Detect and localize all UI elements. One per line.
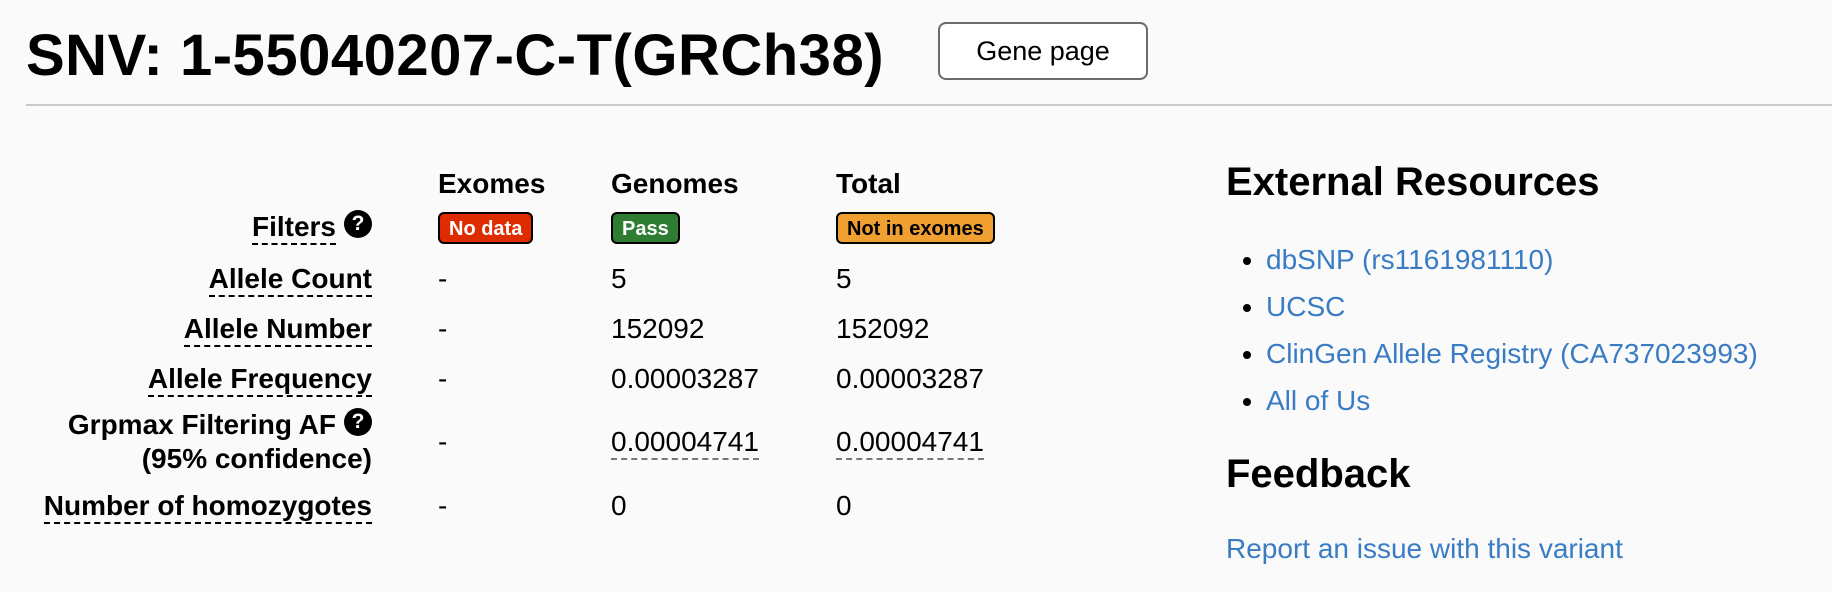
row-label-filters: Filters? <box>251 210 372 245</box>
exomes-allele-frequency: - <box>438 363 448 394</box>
list-item: dbSNP (rs1161981110) <box>1266 240 1758 287</box>
genomes-grpmax-af[interactable]: 0.00004741 <box>611 426 759 460</box>
column-header-exomes: Exomes <box>438 168 546 199</box>
help-icon[interactable]: ? <box>344 210 372 238</box>
list-item: ClinGen Allele Registry (CA737023993) <box>1266 334 1758 381</box>
ucsc-link[interactable]: UCSC <box>1266 291 1346 322</box>
external-resources-list: dbSNP (rs1161981110) UCSC ClinGen Allele… <box>1226 240 1758 428</box>
allele-number-label[interactable]: Allele Number <box>183 313 372 347</box>
clingen-link[interactable]: ClinGen Allele Registry (CA737023993) <box>1266 338 1758 369</box>
total-allele-count: 5 <box>836 263 852 294</box>
total-allele-frequency: 0.00003287 <box>836 363 984 394</box>
page-header: SNV: 1-55040207-C-T(GRCh38) Gene page <box>26 18 1832 106</box>
external-resources-heading: External Resources <box>1226 160 1600 204</box>
homozygotes-label[interactable]: Number of homozygotes <box>43 490 372 524</box>
row-label-allele-frequency: Allele Frequency <box>147 362 372 397</box>
exomes-grpmax-af: - <box>438 426 448 457</box>
total-filter-badge: Not in exomes <box>836 212 995 244</box>
total-grpmax-af[interactable]: 0.00004741 <box>836 426 984 460</box>
row-label-allele-number: Allele Number <box>183 312 372 347</box>
dbsnp-link[interactable]: dbSNP (rs1161981110) <box>1266 244 1554 275</box>
row-label-grpmax-filtering-af: Grpmax Filtering AF? (95% confidence) <box>68 408 372 476</box>
genomes-filter-badge: Pass <box>611 212 680 244</box>
page-title: SNV: 1-55040207-C-T(GRCh38) <box>26 23 885 88</box>
allele-frequency-label[interactable]: Allele Frequency <box>147 363 372 397</box>
exomes-filter-badge: No data <box>438 212 534 244</box>
grpmax-label-line1: Grpmax Filtering AF <box>67 409 336 440</box>
exomes-allele-number: - <box>438 313 448 344</box>
gene-page-button[interactable]: Gene page <box>938 22 1148 80</box>
genomes-allele-number: 152092 <box>611 313 705 344</box>
exomes-allele-count: - <box>438 263 448 294</box>
list-item: UCSC <box>1266 287 1758 334</box>
row-label-homozygotes: Number of homozygotes <box>43 489 372 524</box>
total-allele-number: 152092 <box>836 313 930 344</box>
genomes-allele-count: 5 <box>611 263 627 294</box>
genomes-homozygotes: 0 <box>611 490 627 521</box>
report-issue-link[interactable]: Report an issue with this variant <box>1226 533 1623 564</box>
genomes-allele-frequency: 0.00003287 <box>611 363 759 394</box>
column-header-total: Total <box>836 168 901 199</box>
exomes-homozygotes: - <box>438 490 448 521</box>
filters-label[interactable]: Filters <box>251 211 336 245</box>
help-icon[interactable]: ? <box>344 408 372 436</box>
grpmax-label-line2: (95% confidence) <box>141 443 372 474</box>
feedback-heading: Feedback <box>1226 452 1411 496</box>
allele-count-label[interactable]: Allele Count <box>208 263 372 297</box>
total-homozygotes: 0 <box>836 490 852 521</box>
all-of-us-link[interactable]: All of Us <box>1266 385 1371 416</box>
column-header-genomes: Genomes <box>611 168 739 199</box>
row-label-allele-count: Allele Count <box>208 262 372 297</box>
list-item: All of Us <box>1266 381 1758 428</box>
